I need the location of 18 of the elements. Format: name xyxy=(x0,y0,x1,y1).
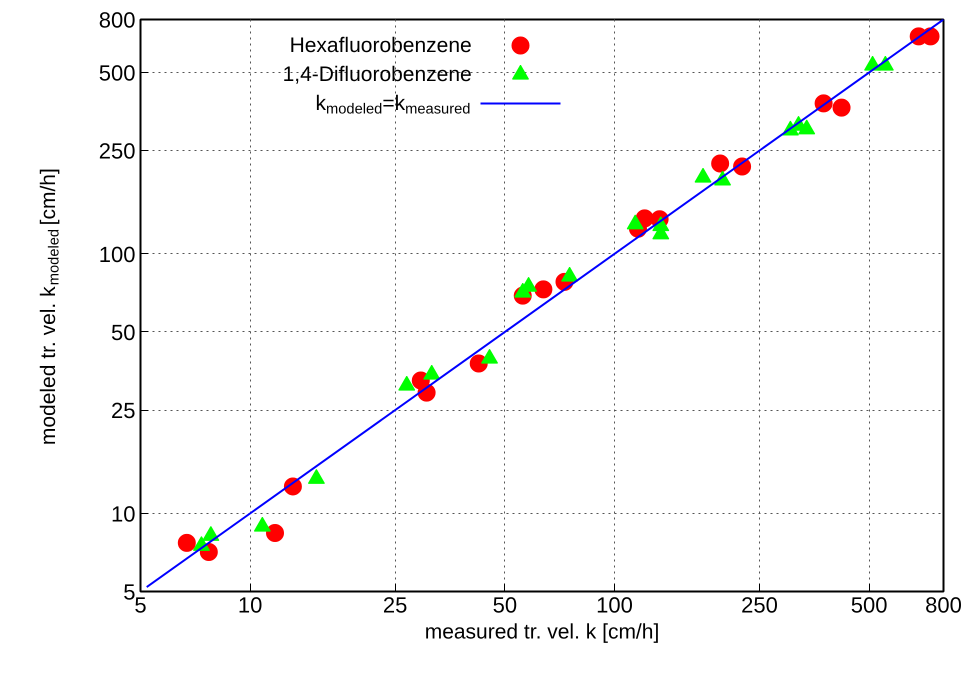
x-tick-label: 100 xyxy=(596,592,633,618)
y-tick-label: 500 xyxy=(98,60,136,86)
y-axis-title: modeled tr. vel. kmodeled [cm/h] xyxy=(37,168,62,446)
x-tick-label: 250 xyxy=(741,592,778,618)
y-tick-label: 50 xyxy=(111,320,136,345)
y-tick-label: 250 xyxy=(98,138,136,164)
legend-label: 1,4-Difluorobenzene xyxy=(282,63,472,86)
y-tick-label: 100 xyxy=(98,242,136,267)
y-tick-label: 10 xyxy=(111,501,136,526)
x-tick-label: 800 xyxy=(925,592,962,618)
x-axis-title: measured tr. vel. k [cm/h] xyxy=(424,620,660,644)
x-tick-label: 25 xyxy=(382,592,408,618)
x-tick-label: 50 xyxy=(492,592,518,618)
x-tick-label: 500 xyxy=(850,592,888,618)
y-tick-label: 25 xyxy=(111,398,136,424)
legend-label: Hexafluorobenzene xyxy=(290,34,472,57)
y-tick-label: 800 xyxy=(98,8,136,32)
x-tick-label: 10 xyxy=(238,592,262,618)
